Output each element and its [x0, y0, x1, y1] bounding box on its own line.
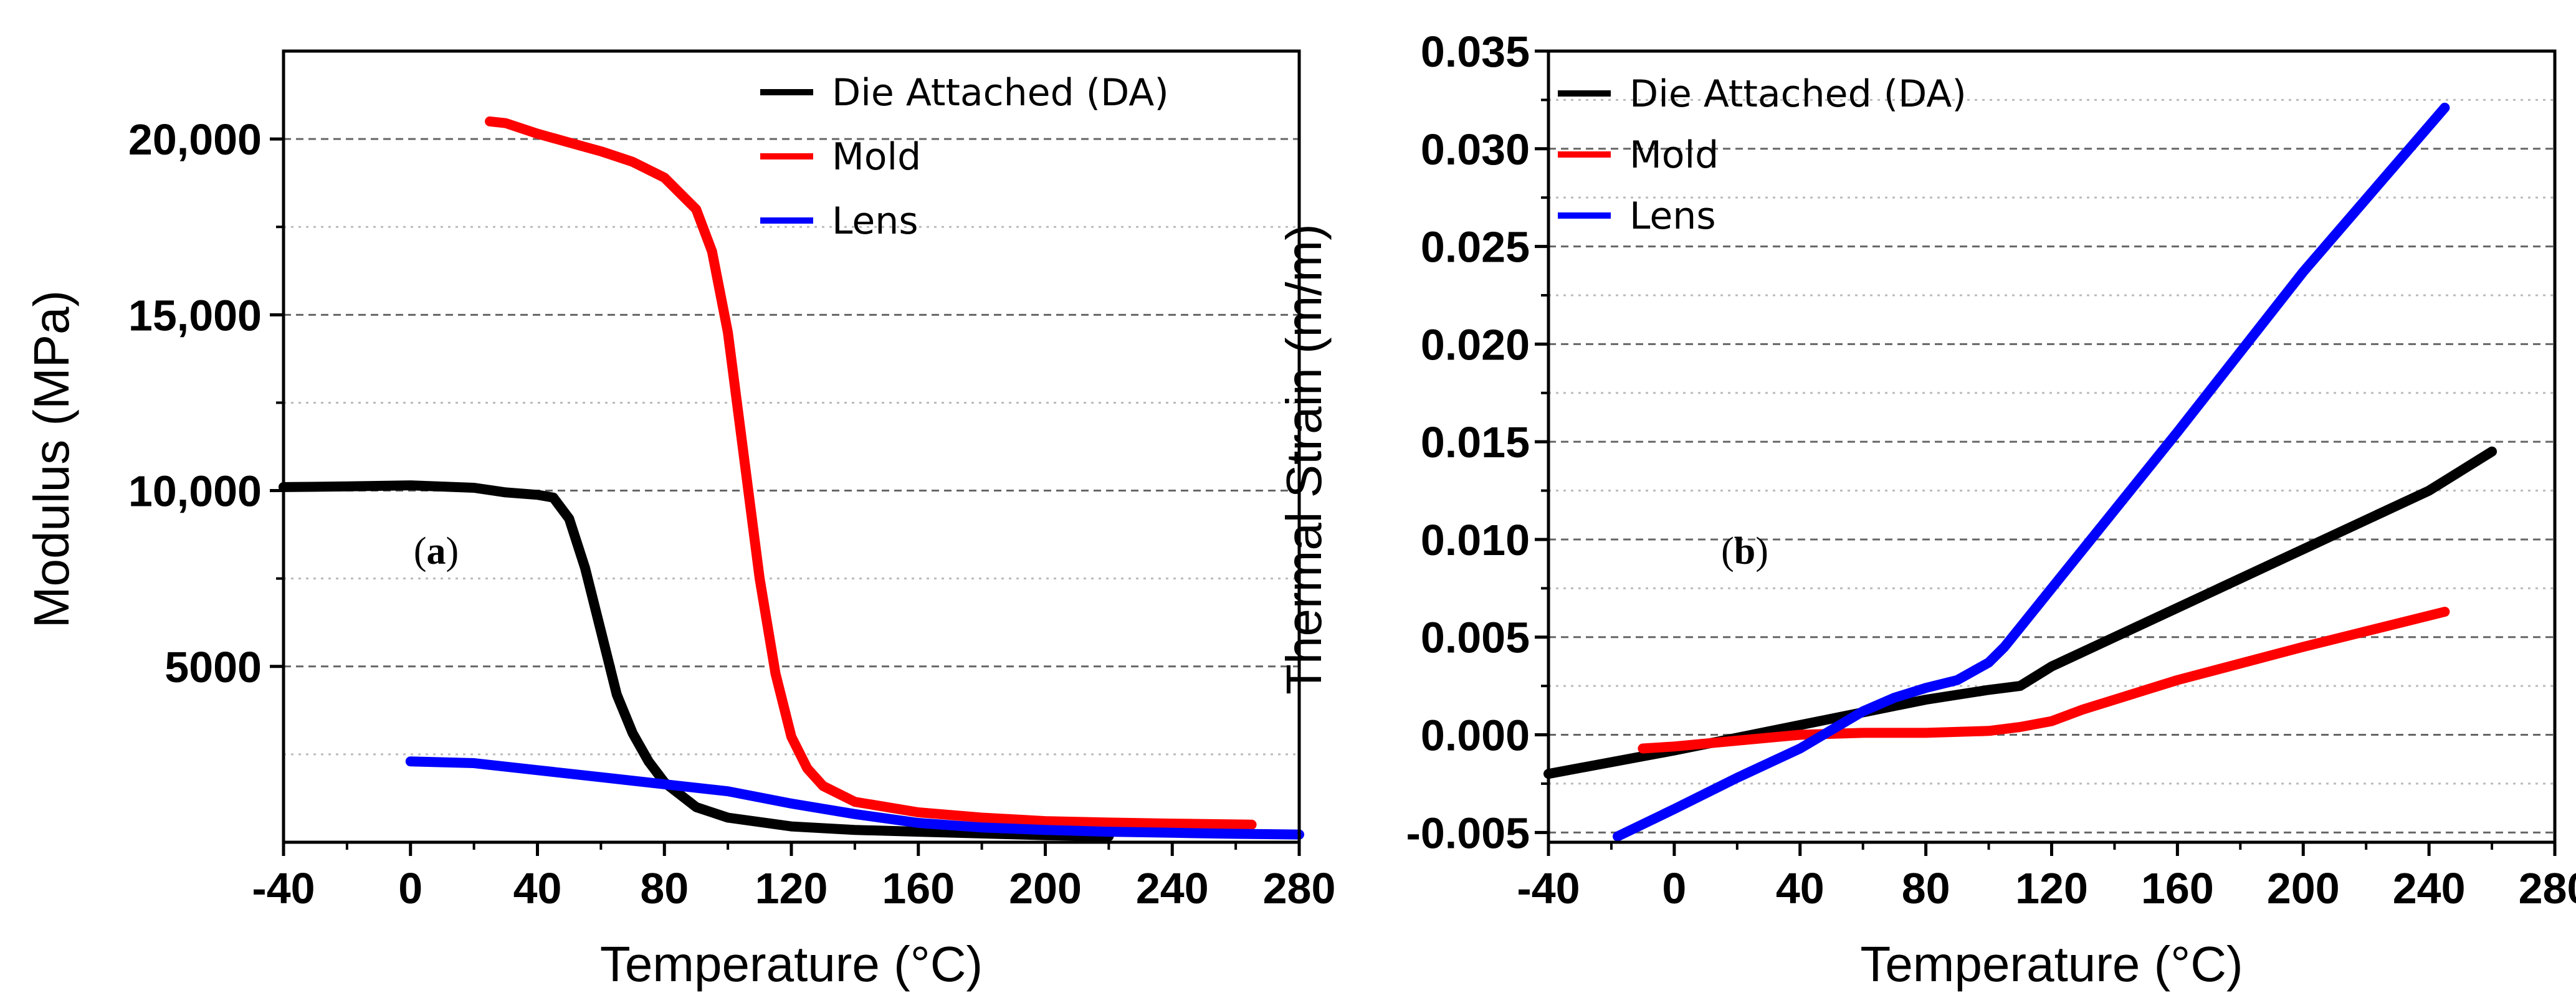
chart-b-ytick-label: 0.000: [1421, 711, 1530, 760]
chart-b-legend-label: Mold: [1629, 133, 1719, 177]
chart-b-ytick-label: 0.035: [1421, 27, 1530, 76]
chart-b-ytick-label: -0.005: [1406, 809, 1530, 857]
chart-b-series-mold: [1638, 607, 2450, 754]
chart-a-xtick-label: 240: [1136, 864, 1209, 913]
chart-b-xtick-label: 120: [2015, 864, 2088, 913]
chart-a-ytick-label: 15,000: [128, 291, 262, 340]
chart-a-xtick-label: 160: [882, 864, 955, 913]
chart-b-ytick-label: 0.025: [1421, 223, 1530, 272]
chart-a-series-die-attached-da: [279, 480, 1114, 842]
chart-b: -40 0 40 80 120 160 200 240 280 -0.005 0.000 0.005 0…: [1276, 27, 2576, 992]
chart-b-ytick-label: 0.015: [1421, 418, 1530, 467]
chart-b-xtick-label: 40: [1776, 864, 1825, 913]
chart-b-ytick-label: 0.010: [1421, 516, 1530, 564]
chart-a-ytick-label: 5000: [165, 643, 262, 691]
chart-b-xtick-label: 160: [2141, 864, 2214, 913]
chart-b-xtick-label: 280: [2519, 864, 2576, 913]
chart-a-xtick-label: 80: [640, 864, 689, 913]
chart-a-xtick-label: 120: [755, 864, 828, 913]
chart-b-legend-label: Die Attached (DA): [1629, 72, 1967, 116]
chart-a: -40 0 40 80 120 160 200 240 280 5000 10,000 15,000 2…: [24, 49, 1336, 992]
chart-a-legend-label: Die Attached (DA): [832, 71, 1169, 115]
chart-b-xtick-label: 80: [1902, 864, 1950, 913]
chart-a-ylabel: Modulus (MPa): [24, 290, 79, 628]
chart-b-legend-label: Lens: [1629, 194, 1716, 238]
chart-a-xtick-label: 40: [513, 864, 562, 913]
chart-a-ytick-label: 10,000: [128, 467, 262, 516]
chart-b-series-lens: [1613, 102, 2450, 842]
chart-b-xlabel: Temperature (°C): [1860, 936, 2243, 992]
chart-b-ylabel: Thermal Strain (m/m): [1276, 224, 1332, 695]
chart-a-ytick-label: 20,000: [128, 115, 262, 164]
chart-a-xtick-label: 200: [1009, 864, 1082, 913]
chart-b-series-die-attached-da: [1543, 446, 2497, 779]
chart-a-panel-label: (a): [414, 530, 459, 573]
chart-b-xtick-label: 0: [1662, 864, 1686, 913]
chart-b-ytick-label: 0.020: [1421, 320, 1530, 369]
chart-a-xtick-label: 0: [398, 864, 422, 913]
chart-a-xtick-label: 280: [1263, 864, 1336, 913]
chart-a-series-lens: [405, 756, 1304, 840]
chart-b-panel-label: (b): [1721, 530, 1768, 573]
chart-b-ytick-label: 0.030: [1421, 125, 1530, 174]
chart-a-series-mold: [485, 116, 1257, 830]
chart-b-xtick-label: 240: [2393, 864, 2466, 913]
chart-b-xtick-label: 200: [2267, 864, 2340, 913]
chart-a-xlabel: Temperature (°C): [600, 936, 983, 992]
chart-b-xtick-label: -40: [1517, 864, 1580, 913]
chart-b-ytick-label: 0.005: [1421, 614, 1530, 662]
chart-a-legend-label: Lens: [832, 199, 918, 243]
chart-a-xtick-label: -40: [252, 864, 315, 913]
chart-a-legend-label: Mold: [832, 135, 921, 179]
